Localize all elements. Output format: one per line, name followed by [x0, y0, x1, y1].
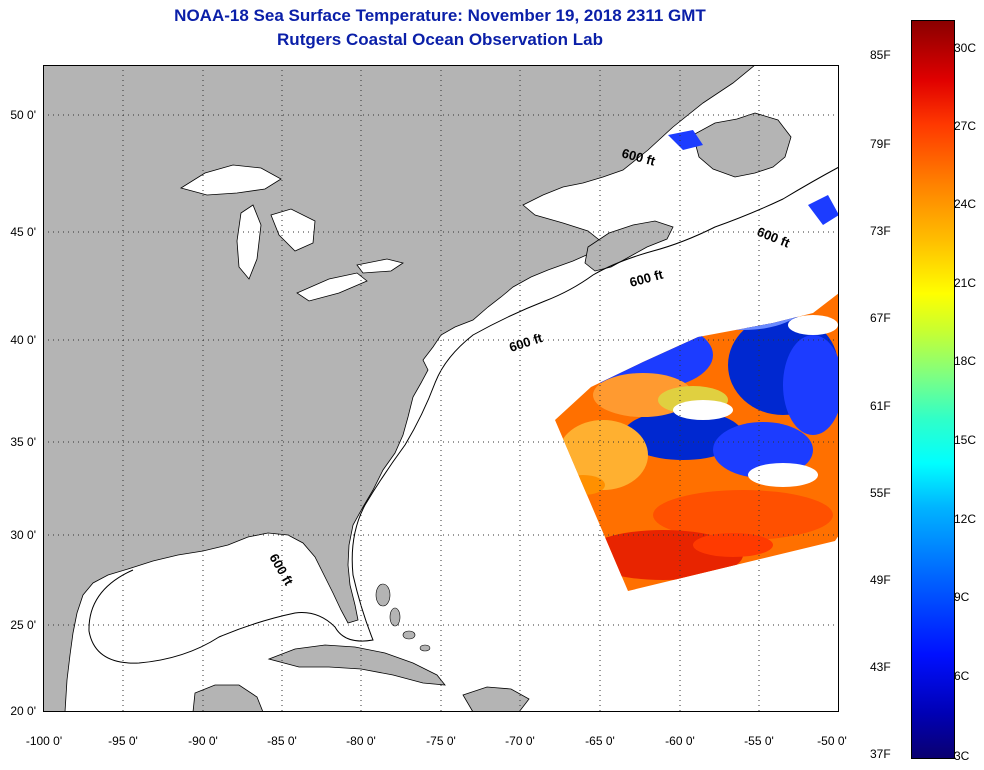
- lat-label: 35 0': [10, 435, 36, 449]
- lon-label: -80 0': [346, 734, 376, 748]
- lat-label: 50 0': [10, 108, 36, 122]
- lon-label: -90 0': [188, 734, 218, 748]
- map-title: NOAA-18 Sea Surface Temperature: Novembe…: [174, 6, 706, 25]
- lat-label: 30 0': [10, 528, 36, 542]
- temperature-colorbar: [911, 20, 955, 759]
- lon-label: -100 0': [25, 734, 63, 748]
- lon-label: -85 0': [267, 734, 297, 748]
- colorbar-f-label: 61F: [870, 399, 891, 413]
- lat-label: 20 0': [10, 704, 36, 718]
- great-lakes: [180, 164, 404, 302]
- colorbar-c-label: 12C: [954, 512, 977, 526]
- sst-map: 600 ft 600 ft 600 ft 600 ft 600 ft: [43, 65, 839, 712]
- land-newfoundland: [692, 112, 792, 178]
- colorbar-f-label: 73F: [870, 224, 891, 238]
- colorbar-f-label: 43F: [870, 660, 891, 674]
- lon-label: -55 0': [744, 734, 774, 748]
- lon-label: -65 0': [585, 734, 615, 748]
- lon-label: -95 0': [108, 734, 138, 748]
- land-north-america: [43, 65, 756, 712]
- colorbar-f-label: 55F: [870, 486, 891, 500]
- lon-label: -75 0': [426, 734, 456, 748]
- lat-label: 25 0': [10, 618, 36, 632]
- colorbar-f-label: 37F: [870, 747, 891, 761]
- sst-patches-north: [668, 130, 839, 225]
- lat-label: 45 0': [10, 225, 36, 239]
- colorbar-c-label: 27C: [954, 119, 977, 133]
- colorbar-c-label: 15C: [954, 433, 977, 447]
- colorbar-f-label: 85F: [870, 48, 891, 62]
- lon-label: -70 0': [505, 734, 535, 748]
- map-subtitle: Rutgers Coastal Ocean Observation Lab: [277, 30, 603, 49]
- map-frame: [43, 65, 839, 712]
- colorbar-c-label: 9C: [954, 590, 970, 604]
- lat-label: 40 0': [10, 333, 36, 347]
- colorbar-c-label: 21C: [954, 276, 977, 290]
- lon-label: -60 0': [665, 734, 695, 748]
- colorbar-f-label: 49F: [870, 573, 891, 587]
- bahamas: [375, 583, 431, 652]
- colorbar-c-label: 24C: [954, 197, 977, 211]
- colorbar-c-label: 6C: [954, 669, 970, 683]
- colorbar-c-label: 30C: [954, 41, 977, 55]
- land-yucatan: [192, 684, 264, 712]
- land-nova-scotia: [584, 220, 674, 272]
- colorbar-c-label: 18C: [954, 354, 977, 368]
- colorbar-c-label: 3C: [954, 749, 970, 763]
- isobath-600ft: [88, 166, 839, 664]
- colorbar-f-label: 79F: [870, 137, 891, 151]
- lon-label: -50 0': [817, 734, 847, 748]
- colorbar-f-label: 67F: [870, 311, 891, 325]
- land-hispaniola: [462, 686, 530, 712]
